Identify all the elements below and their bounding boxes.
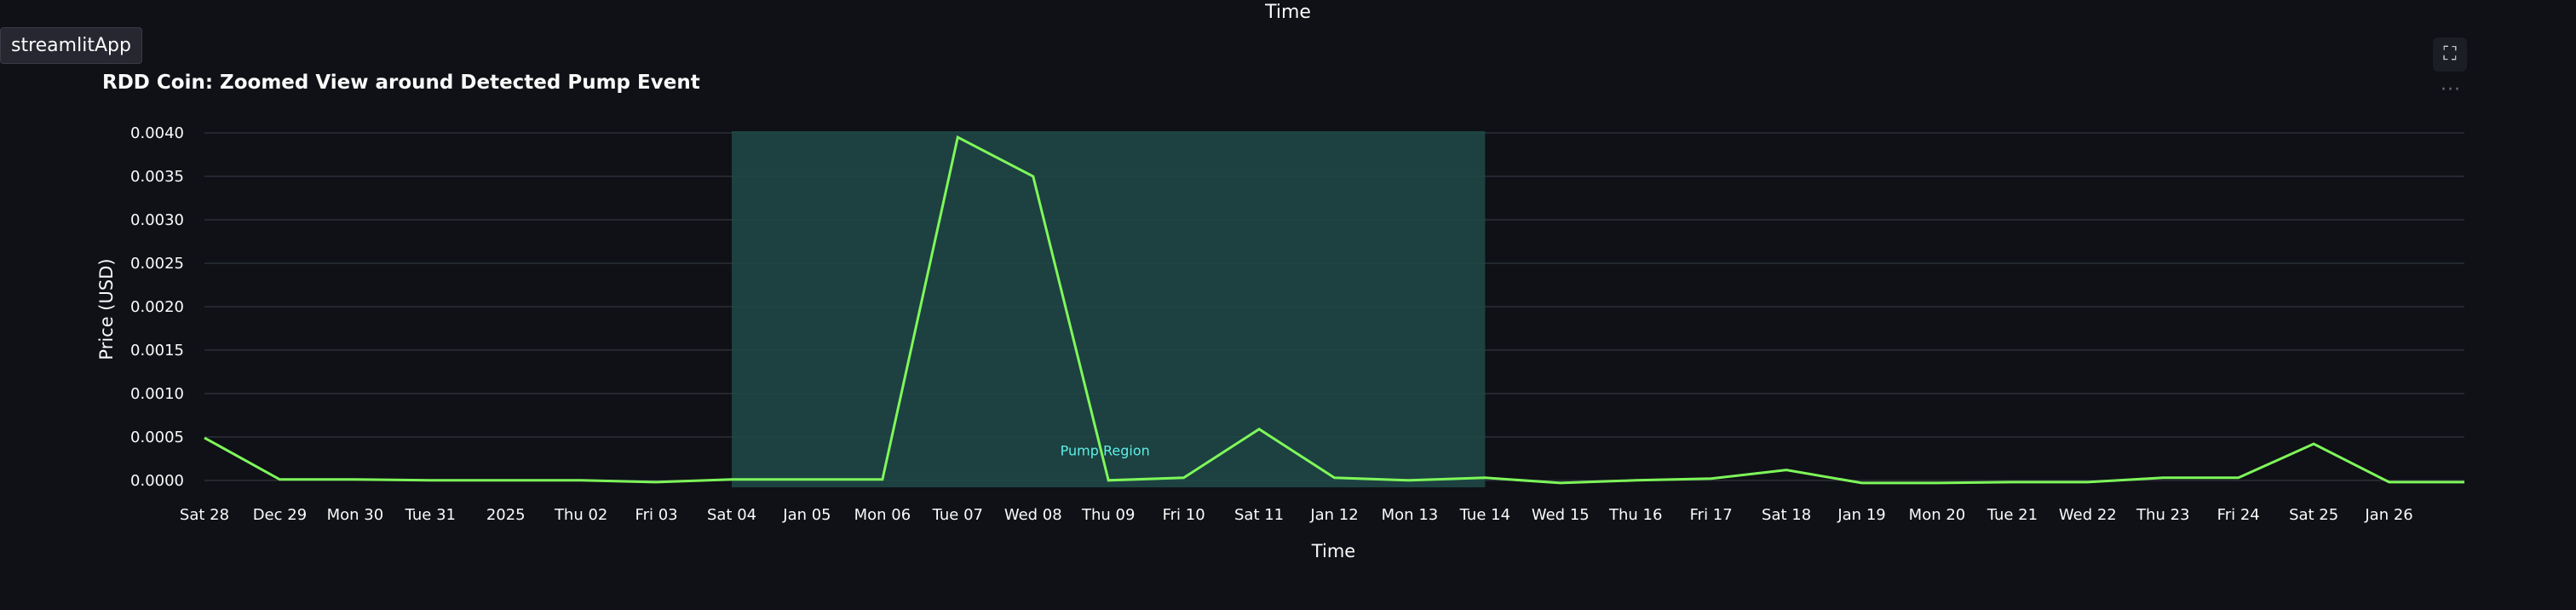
y-tick-label: 0.0030 — [130, 211, 184, 229]
x-tick-label: Wed 22 — [2059, 506, 2117, 524]
x-tick-label: Tue 07 — [932, 506, 983, 524]
x-tick-label: Wed 08 — [1004, 506, 1062, 524]
y-tick-label: 0.0040 — [130, 124, 184, 142]
y-axis-label: Price (USD) — [96, 258, 117, 360]
x-tick-label: Fri 17 — [1690, 506, 1733, 524]
figure-top-title: Time — [1265, 2, 1311, 23]
fullscreen-icon[interactable]: ⛶ — [2433, 37, 2467, 72]
x-tick-label: Sat 28 — [180, 506, 229, 524]
x-tick-label: Thu 16 — [1608, 506, 1662, 524]
x-tick-label: Tue 14 — [1459, 506, 1510, 524]
x-tick-label: Tue 31 — [405, 506, 456, 524]
x-tick-label: Thu 09 — [1081, 506, 1135, 524]
x-tick-label: Fri 24 — [2217, 506, 2260, 524]
x-tick-label: Sat 04 — [707, 506, 756, 524]
y-axis-ticks: 0.0040 0.0035 0.0030 0.0025 0.0020 0.0015 0.00… — [130, 124, 184, 490]
chart-title: RDD Coin: Zoomed View around Detected Pu… — [102, 72, 700, 94]
x-tick-label: Fri 03 — [635, 506, 678, 524]
x-tick-label: Sat 25 — [2289, 506, 2338, 524]
x-tick-label: Sat 18 — [1762, 506, 1811, 524]
x-tick-label: Mon 30 — [327, 506, 384, 524]
x-tick-label: Dec 29 — [253, 506, 307, 524]
x-axis-ticks: Sat 28 Dec 29 Mon 30 Tue 31 2025 Thu 02 Fri 03… — [180, 506, 2413, 524]
y-tick-label: 0.0035 — [130, 168, 184, 186]
price-series-line — [204, 135, 2464, 485]
app-name-badge[interactable]: streamlitApp — [0, 27, 142, 64]
y-tick-label: 0.0025 — [130, 255, 184, 273]
y-tick-label: 0.0000 — [130, 472, 184, 490]
x-tick-label: Mon 06 — [854, 506, 911, 524]
y-tick-label: 0.0015 — [130, 342, 184, 360]
x-tick-label: Mon 20 — [1909, 506, 1966, 524]
x-tick-label: Sat 11 — [1234, 506, 1284, 524]
y-tick-label: 0.0010 — [130, 385, 184, 403]
y-tick-label: 0.0020 — [130, 298, 184, 316]
pump-region-annotation: Pump Region — [1061, 442, 1150, 458]
x-axis-label: Time — [1311, 541, 1355, 561]
x-tick-label: Jan 05 — [782, 506, 831, 524]
x-tick-label: Tue 21 — [1987, 506, 2038, 524]
x-tick-label: Thu 23 — [2136, 506, 2189, 524]
x-tick-label: Mon 13 — [1382, 506, 1439, 524]
y-tick-label: 0.0005 — [130, 429, 184, 446]
x-tick-label: Jan 19 — [1837, 506, 1885, 524]
x-tick-label: Fri 10 — [1163, 506, 1205, 524]
x-tick-label: Thu 02 — [554, 506, 607, 524]
x-tick-label: Jan 12 — [1309, 506, 1358, 524]
pump-region-highlight — [732, 131, 1486, 487]
more-horizontal-icon[interactable]: ··· — [2441, 79, 2461, 101]
x-tick-label: Jan 26 — [2364, 506, 2412, 524]
x-tick-label: 2025 — [486, 506, 526, 524]
x-tick-label: Wed 15 — [1532, 506, 1590, 524]
